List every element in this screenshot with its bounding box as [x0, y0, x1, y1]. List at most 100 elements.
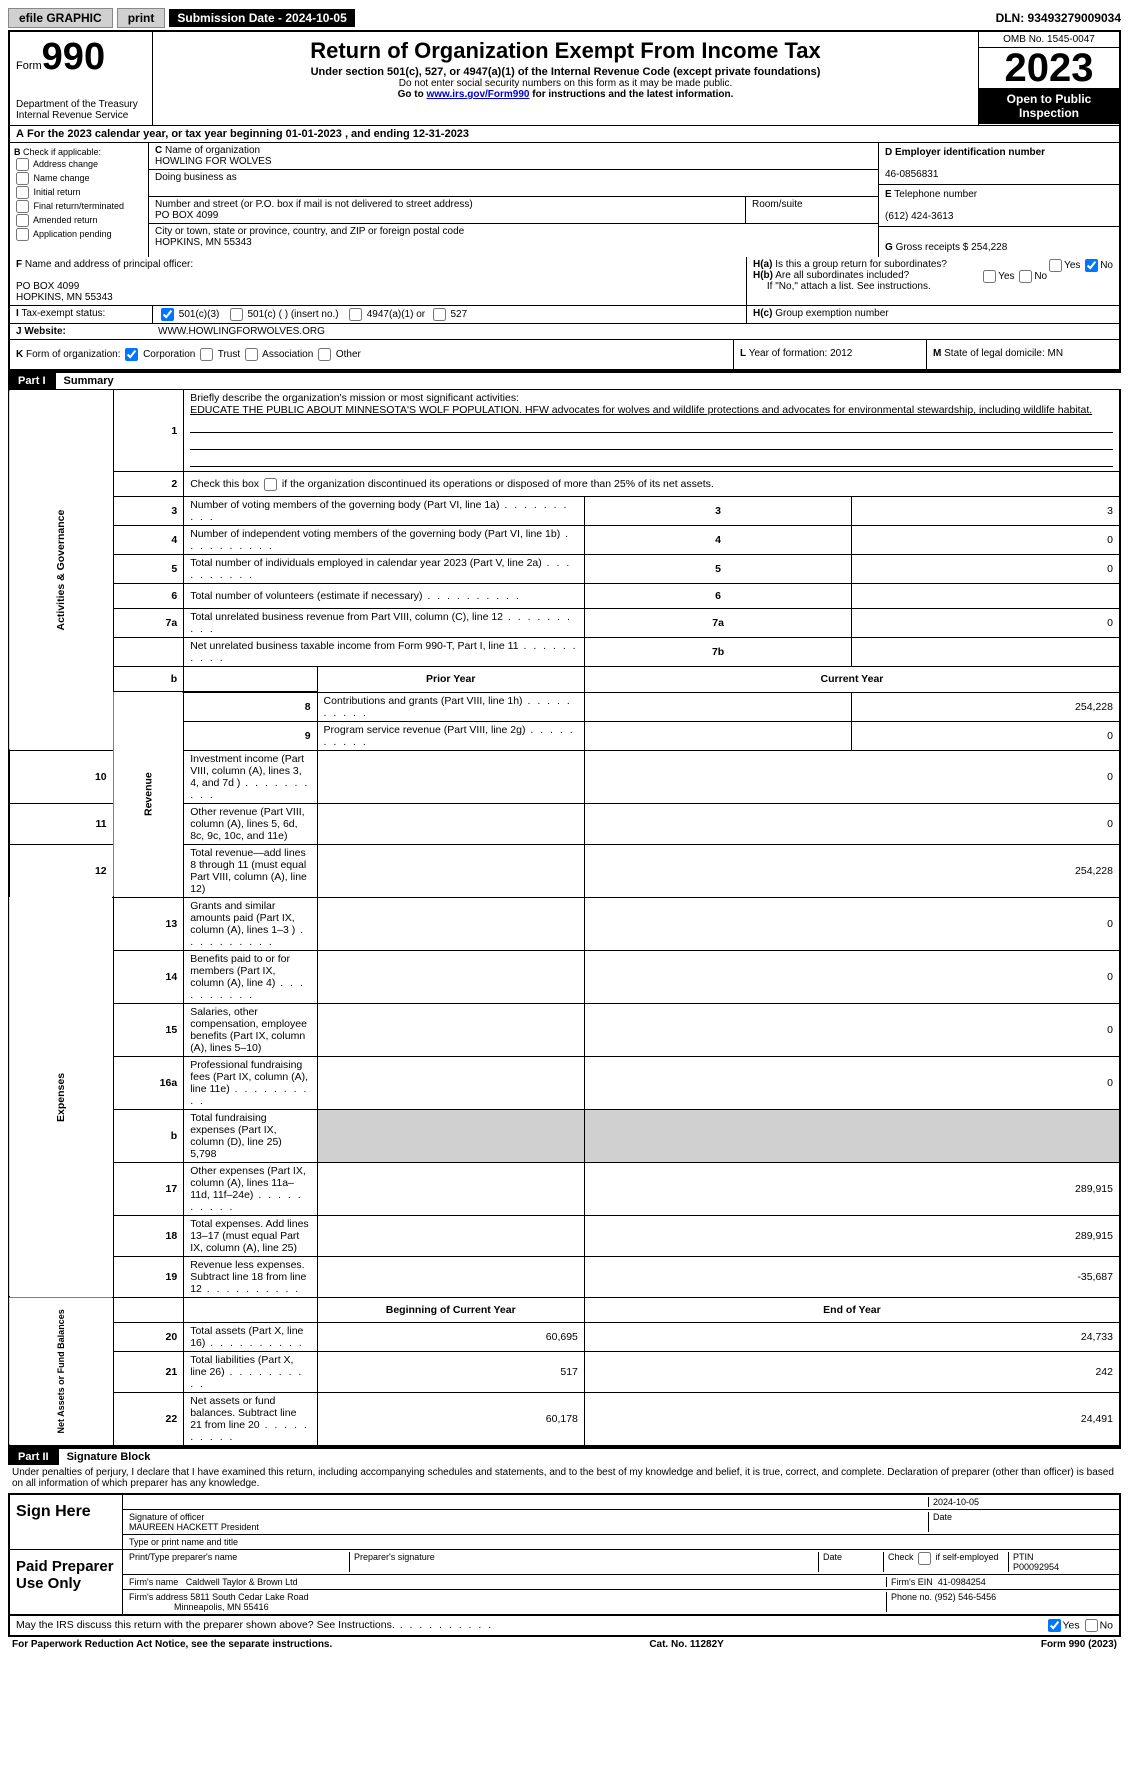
- firm-addr2: Minneapolis, MN 55416: [174, 1602, 269, 1612]
- form-header: Form990 Department of the Treasury Inter…: [8, 30, 1121, 125]
- dln: DLN: 93493279009034: [996, 11, 1121, 25]
- part1-title: Summary: [56, 373, 122, 389]
- l-label: Year of formation:: [749, 348, 828, 359]
- ha-yes[interactable]: [1049, 259, 1062, 272]
- form-subtitle: Under section 501(c), 527, or 4947(a)(1)…: [161, 66, 970, 78]
- vlabel-rev: Revenue: [113, 692, 184, 897]
- instructions-link[interactable]: www.irs.gov/Form990: [426, 89, 529, 100]
- row4-t: Number of independent voting members of …: [190, 528, 560, 540]
- row3-k: 3: [584, 497, 851, 526]
- date-label: Date: [928, 1512, 1113, 1532]
- chk-amended[interactable]: [16, 214, 29, 227]
- prep-name-label: Print/Type preparer's name: [129, 1552, 350, 1572]
- e15-n: 15: [113, 1003, 184, 1056]
- n21-t: Total liabilities (Part X, line 26): [190, 1354, 293, 1378]
- public-inspection: Open to Public Inspection: [979, 88, 1119, 124]
- form-title: Return of Organization Exempt From Incom…: [161, 38, 970, 64]
- suite-label: Room/suite: [752, 199, 803, 210]
- chk-other[interactable]: [318, 348, 331, 361]
- vlabel-exp: Expenses: [9, 897, 113, 1297]
- q1-label: Briefly describe the organization's miss…: [190, 392, 519, 404]
- chk-4947[interactable]: [349, 308, 362, 321]
- col-b-checks: B Check if applicable: Address change Na…: [10, 143, 149, 257]
- r10-t: Investment income (Part VIII, column (A)…: [190, 753, 304, 789]
- i-label: Tax-exempt status:: [21, 308, 105, 319]
- discuss-no[interactable]: [1085, 1619, 1098, 1632]
- chk-self-employed[interactable]: [918, 1552, 931, 1565]
- year-formation: 2012: [830, 348, 852, 359]
- discuss-text: May the IRS discuss this return with the…: [16, 1619, 395, 1631]
- gross-label: Gross receipts $: [896, 242, 969, 253]
- sign-date: 2024-10-05: [928, 1497, 1113, 1507]
- chk-name-change[interactable]: [16, 172, 29, 185]
- discuss-yes[interactable]: [1048, 1619, 1061, 1632]
- top-bar: efile GRAPHIC print Submission Date - 20…: [8, 8, 1121, 28]
- city-label: City or town, state or province, country…: [155, 226, 464, 237]
- goto-suffix: for instructions and the latest informat…: [532, 89, 733, 100]
- r9-t: Program service revenue (Part VIII, line…: [324, 724, 526, 736]
- chk-trust[interactable]: [200, 348, 213, 361]
- chk-501c3[interactable]: [161, 308, 174, 321]
- footer-right: Form 990 (2023): [1041, 1639, 1117, 1650]
- state-domicile: MN: [1048, 348, 1064, 359]
- chk-corp[interactable]: [125, 348, 138, 361]
- n21-n: 21: [113, 1351, 184, 1392]
- r11-t: Other revenue (Part VIII, column (A), li…: [190, 806, 304, 842]
- e16a-t: Professional fundraising fees (Part IX, …: [190, 1059, 308, 1095]
- opt-final: Final return/terminated: [34, 201, 125, 211]
- efile-button[interactable]: efile GRAPHIC: [8, 8, 113, 28]
- r8-p: [584, 692, 851, 721]
- dept-label: Department of the Treasury Internal Reve…: [16, 99, 146, 121]
- chk-final[interactable]: [16, 200, 29, 213]
- ssn-note: Do not enter social security numbers on …: [161, 78, 970, 89]
- ha-no[interactable]: [1085, 259, 1098, 272]
- col-end: End of Year: [584, 1297, 1120, 1322]
- chk-address-change[interactable]: [16, 158, 29, 171]
- part2-title: Signature Block: [59, 1449, 159, 1465]
- chk-527[interactable]: [433, 308, 446, 321]
- hb-no[interactable]: [1019, 270, 1032, 283]
- n20-t: Total assets (Part X, line 16): [190, 1325, 303, 1349]
- k-label: Form of organization:: [26, 349, 121, 360]
- form-number: 990: [42, 36, 105, 78]
- row5-t: Total number of individuals employed in …: [190, 557, 542, 569]
- self-emp-label: Check if self-employed: [888, 1552, 999, 1562]
- chk-pending[interactable]: [16, 228, 29, 241]
- r12-n: 12: [9, 844, 113, 897]
- m-label: State of legal domicile:: [944, 348, 1045, 359]
- chk-discontinued[interactable]: [264, 478, 277, 491]
- row5-v: 0: [852, 555, 1120, 584]
- opt-name: Name change: [34, 173, 90, 183]
- hb-yes[interactable]: [983, 270, 996, 283]
- sig-label: Signature of officer: [129, 1512, 204, 1522]
- chk-assoc[interactable]: [245, 348, 258, 361]
- chk-initial[interactable]: [16, 186, 29, 199]
- row6-k: 6: [584, 584, 851, 609]
- col-begin: Beginning of Current Year: [317, 1297, 584, 1322]
- phone-label: Telephone number: [894, 189, 977, 200]
- col-prior: Prior Year: [317, 667, 584, 693]
- discuss-row: May the IRS discuss this return with the…: [8, 1616, 1121, 1637]
- k-o1: Corporation: [143, 349, 195, 360]
- officer-name: MAUREEN HACKETT President: [129, 1522, 259, 1532]
- submission-date: Submission Date - 2024-10-05: [169, 9, 354, 27]
- n20-c: 24,733: [584, 1322, 1120, 1351]
- firm-ein: 41-0984254: [938, 1577, 986, 1587]
- e18-c: 289,915: [584, 1215, 1120, 1256]
- e15-c: 0: [584, 1003, 1120, 1056]
- e16b-t: Total fundraising expenses (Part IX, col…: [190, 1112, 282, 1160]
- form-word: Form: [16, 60, 42, 72]
- prep-sig-label: Preparer's signature: [350, 1552, 819, 1572]
- n20-p: 60,695: [317, 1322, 584, 1351]
- print-button[interactable]: print: [117, 8, 166, 28]
- chk-501c[interactable]: [230, 308, 243, 321]
- firm-addr-label: Firm's address: [129, 1592, 188, 1602]
- opt-address: Address change: [33, 159, 98, 169]
- r9-n: 9: [184, 721, 317, 750]
- e13-c: 0: [584, 897, 1120, 950]
- r10-c: 0: [584, 750, 1120, 803]
- n22-t: Net assets or fund balances. Subtract li…: [190, 1395, 296, 1431]
- f-label: Name and address of principal officer:: [25, 259, 193, 270]
- e17-c: 289,915: [584, 1162, 1120, 1215]
- goto-prefix: Go to: [398, 89, 427, 100]
